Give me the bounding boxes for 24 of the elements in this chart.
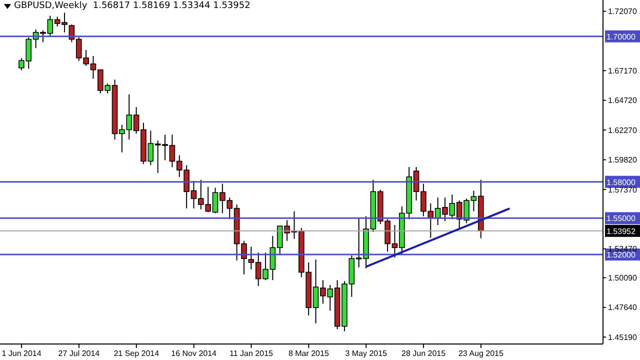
x-tick-label: 3 May 2015	[345, 349, 388, 358]
x-tick-label: 27 Jul 2014	[58, 349, 100, 358]
x-tick-label: 23 Aug 2015	[458, 349, 504, 358]
x-tick-label: 16 Nov 2014	[171, 349, 218, 358]
ref-line-label: 1.58000	[606, 178, 636, 187]
y-tick-label: 1.72070	[608, 7, 638, 16]
y-tick-label: 1.45190	[608, 332, 638, 342]
ref-line-label: 1.55000	[606, 214, 636, 224]
y-tick-label: 1.57370	[608, 185, 638, 194]
y-tick-label: 1.62270	[608, 126, 638, 135]
y-tick-label: 1.67170	[608, 66, 638, 76]
x-tick-label: 11 Jan 2015	[230, 349, 274, 358]
chart-title: GBPUSD,Weekly 1.56817 1.58169 1.53344 1.53952	[14, 1, 250, 11]
y-tick-label: 1.47640	[608, 303, 638, 312]
ref-line-label: 1.70000	[606, 32, 636, 42]
x-tick-label: 8 Mar 2015	[288, 349, 330, 358]
y-tick-label: 1.59820	[608, 156, 638, 165]
ref-line-label: 1.53952	[606, 226, 636, 236]
x-tick-label: 21 Sep 2014	[114, 349, 160, 358]
y-tick-label: 1.64720	[608, 96, 638, 106]
y-tick-label: 1.50090	[608, 274, 638, 283]
ref-line-label: 1.52000	[606, 250, 636, 260]
x-tick-label: 28 Jun 2015	[402, 349, 446, 358]
x-tick-label: 1 Jun 2014	[2, 349, 42, 358]
